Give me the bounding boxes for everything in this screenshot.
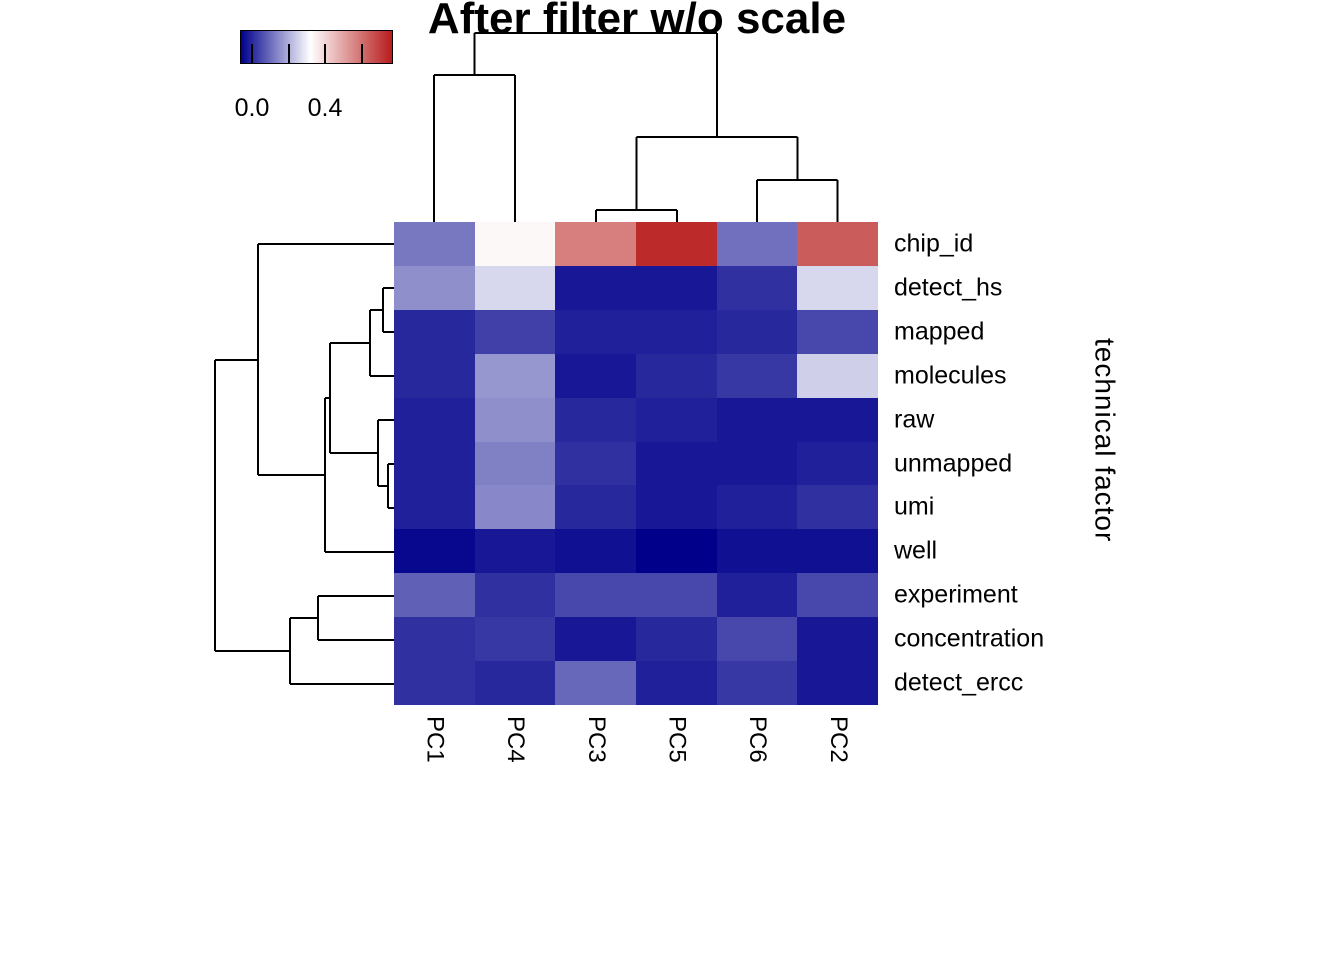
heatmap-cell-detect_hs-PC2 <box>797 265 878 310</box>
heatmap-cell-experiment-PC4 <box>474 573 556 618</box>
heatmap-cell-raw-PC3 <box>555 397 636 442</box>
heatmap-cell-well-PC5 <box>635 529 717 574</box>
heatmap-cell-mapped-PC5 <box>635 309 717 354</box>
heatmap-cell-umi-PC1 <box>394 485 475 530</box>
heatmap-cell-detect_hs-PC6 <box>716 265 798 310</box>
column-label-PC1: PC1 <box>421 716 449 763</box>
column-label-PC3: PC3 <box>582 716 610 763</box>
column-label-PC6: PC6 <box>744 716 772 763</box>
row-label-chip_id: chip_id <box>894 229 974 258</box>
heatmap-cell-mapped-PC1 <box>394 309 475 354</box>
heatmap-cell-umi-PC3 <box>555 485 636 530</box>
heatmap-cell-concentration-PC3 <box>555 617 636 662</box>
legend-tick <box>360 44 363 64</box>
column-label-PC2: PC2 <box>824 716 852 763</box>
heatmap-cell-detect_ercc-PC2 <box>797 661 878 705</box>
heatmap-cell-concentration-PC1 <box>394 617 475 662</box>
heatmap-cell-unmapped-PC2 <box>797 441 878 486</box>
legend-tick-label-0.0: 0.0 <box>234 94 270 122</box>
column-label-PC4: PC4 <box>502 716 530 763</box>
heatmap-cell-umi-PC5 <box>635 485 717 530</box>
heatmap-cell-detect_ercc-PC4 <box>474 661 556 705</box>
row-label-molecules: molecules <box>894 361 1007 390</box>
legend-tick <box>324 44 326 64</box>
heatmap-cell-chip_id-PC3 <box>555 222 636 266</box>
heatmap-cell-mapped-PC4 <box>474 309 556 354</box>
heatmap-cell-mapped-PC2 <box>797 309 878 354</box>
row-label-raw: raw <box>894 405 935 434</box>
row-label-experiment: experiment <box>894 580 1018 609</box>
row-label-detect_ercc: detect_ercc <box>894 668 1024 697</box>
heatmap-cell-detect_hs-PC1 <box>394 265 475 310</box>
legend-tick-label-0.4: 0.4 <box>307 94 343 122</box>
heatmap-cell-experiment-PC6 <box>716 573 798 618</box>
legend-tick <box>287 44 290 64</box>
heatmap-cell-detect_hs-PC3 <box>555 265 636 310</box>
heatmap-cell-well-PC2 <box>797 529 878 574</box>
row-label-mapped: mapped <box>894 317 985 346</box>
heatmap-cell-concentration-PC5 <box>635 617 717 662</box>
heatmap-cell-unmapped-PC1 <box>394 441 475 486</box>
heatmap-cell-unmapped-PC5 <box>635 441 717 486</box>
heatmap-cell-mapped-PC6 <box>716 309 798 354</box>
heatmap-cell-raw-PC5 <box>635 397 717 442</box>
heatmap-cell-chip_id-PC6 <box>716 222 798 266</box>
row-label-well: well <box>894 536 938 565</box>
heatmap-cell-molecules-PC3 <box>555 353 636 398</box>
heatmap-cell-umi-PC6 <box>716 485 798 530</box>
heatmap-cell-well-PC4 <box>474 529 556 574</box>
row-label-concentration: concentration <box>894 624 1045 653</box>
heatmap-cell-experiment-PC5 <box>635 573 717 618</box>
color-scale-gradient-bar <box>240 30 393 64</box>
heatmap-grid <box>394 222 878 705</box>
heatmap-cell-chip_id-PC5 <box>635 222 717 266</box>
heatmap-cell-concentration-PC2 <box>797 617 878 662</box>
legend-tick <box>251 44 253 64</box>
heatmap-cell-detect_ercc-PC1 <box>394 661 475 705</box>
row-label-detect_hs: detect_hs <box>894 273 1003 302</box>
heatmap-cell-chip_id-PC2 <box>797 222 878 266</box>
heatmap-cell-experiment-PC2 <box>797 573 878 618</box>
heatmap-cell-detect_ercc-PC3 <box>555 661 636 705</box>
heatmap-cell-chip_id-PC4 <box>474 222 556 266</box>
heatmap-cell-unmapped-PC3 <box>555 441 636 486</box>
heatmap-cell-chip_id-PC1 <box>394 222 475 266</box>
heatmap-cell-detect_ercc-PC6 <box>716 661 798 705</box>
heatmap-cell-unmapped-PC6 <box>716 441 798 486</box>
heatmap-cell-concentration-PC4 <box>474 617 556 662</box>
heatmap-cell-raw-PC1 <box>394 397 475 442</box>
heatmap-cell-unmapped-PC4 <box>474 441 556 486</box>
heatmap-cell-mapped-PC3 <box>555 309 636 354</box>
heatmap-cell-well-PC1 <box>394 529 475 574</box>
heatmap-cell-well-PC3 <box>555 529 636 574</box>
row-label-unmapped: unmapped <box>894 449 1013 477</box>
heatmap-cell-molecules-PC2 <box>797 353 878 398</box>
heatmap-cell-raw-PC2 <box>797 397 878 442</box>
heatmap-cell-experiment-PC3 <box>555 573 636 618</box>
heatmap-cell-umi-PC2 <box>797 485 878 530</box>
heatmap-cell-detect_hs-PC4 <box>474 265 556 310</box>
heatmap-cell-umi-PC4 <box>474 485 556 530</box>
right-axis-label: technical factor <box>1089 338 1121 543</box>
heatmap-cell-molecules-PC6 <box>716 353 798 398</box>
heatmap-cell-molecules-PC5 <box>635 353 717 398</box>
column-label-PC5: PC5 <box>663 716 691 763</box>
heatmap-cell-molecules-PC4 <box>474 353 556 398</box>
color-scale-legend: 0.0 0.4 <box>235 30 393 130</box>
chart-title: After filter w/o scale <box>427 0 847 43</box>
heatmap-cell-concentration-PC6 <box>716 617 798 662</box>
heatmap-cell-well-PC6 <box>716 529 798 574</box>
heatmap-cell-raw-PC6 <box>716 397 798 442</box>
heatmap-cell-detect_hs-PC5 <box>635 265 717 310</box>
heatmap-cell-molecules-PC1 <box>394 353 475 398</box>
heatmap-cell-experiment-PC1 <box>394 573 475 618</box>
row-label-umi: umi <box>894 492 935 521</box>
heatmap-cell-detect_ercc-PC5 <box>635 661 717 705</box>
heatmap-cell-raw-PC4 <box>474 397 556 442</box>
